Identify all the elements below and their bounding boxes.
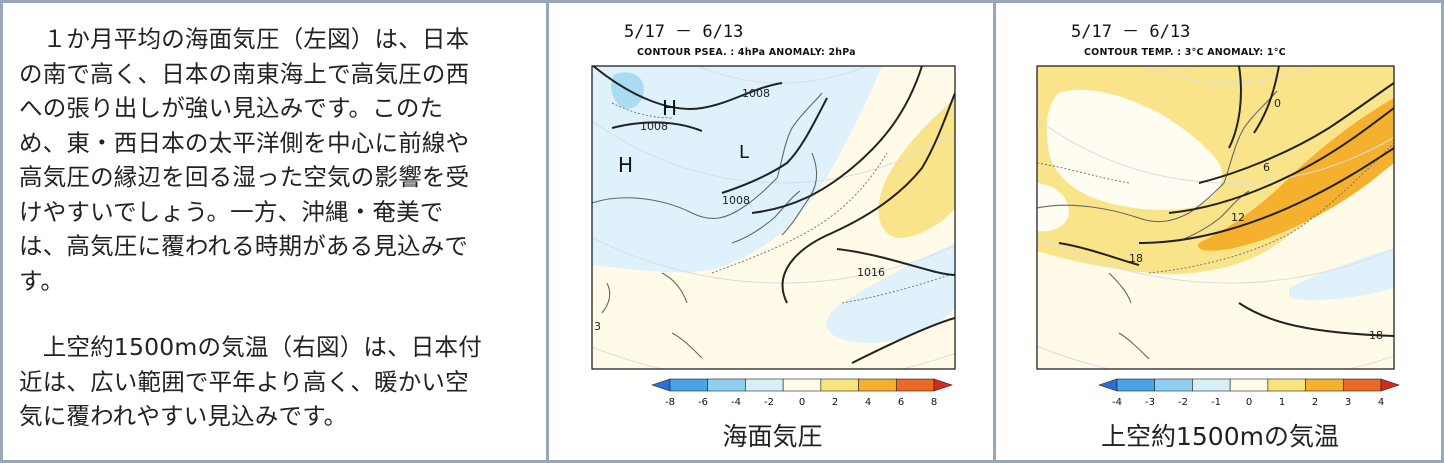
- temperature-colorbar-box: [1305, 378, 1344, 392]
- isotherm-label-0: 0: [1274, 97, 1281, 110]
- pressure-colorbar-box: [669, 378, 709, 392]
- pressure-colorbar-tick-label: 8: [931, 397, 937, 408]
- temperature-colorbar-tick-label: 0: [1246, 397, 1252, 408]
- text-line: けやすいでしょう。一方、沖縄・奄美で: [19, 197, 444, 226]
- temperature-map-cell: 5/17 － 6/13 CONTOUR TEMP. : 3°C ANOMALY:…: [999, 3, 1441, 460]
- temperature-colorbar-tick-label: -1: [1211, 397, 1221, 408]
- pressure-colorbar-tick-label: -6: [698, 397, 708, 408]
- isobar-label-3: 3: [594, 320, 601, 333]
- map-period: 5/17 － 6/13: [1071, 22, 1191, 42]
- pressure-colorbar-box: [895, 378, 935, 392]
- map-contour-info: CONTOUR PSEA. : 4hPa ANOMALY: 2hPa: [637, 47, 856, 58]
- text-line: 気に覆われやすい見込みです。: [19, 402, 348, 430]
- isotherm-label-12: 12: [1231, 211, 1245, 224]
- text-line: め、東・西日本の太平洋側を中心に前線や: [19, 128, 470, 157]
- isobar-label-1008: 1008: [722, 194, 750, 207]
- text-line: 上空約1500mの気温（右図）は、日本付: [19, 333, 482, 361]
- temperature-colorbar-tick-label: 3: [1345, 397, 1351, 408]
- isobar-label-1008: 1008: [640, 120, 668, 133]
- explanation-cell: １か月平均の海面気圧（左図）は、日本 の南で高く、日本の南東海上で高気圧の西 へ…: [3, 3, 549, 460]
- pressure-colorbar-box: [707, 378, 746, 392]
- temperature-colorbar-tick-label: -3: [1145, 397, 1155, 408]
- temperature-colorbar-tick-label: 4: [1378, 397, 1384, 408]
- text-line: への張り出しが強い見込みです。このた: [19, 94, 444, 122]
- temperature-paragraph: 上空約1500mの気温（右図）は、日本付 近は、広い範囲で平年より高く、暖かい空…: [19, 330, 539, 434]
- temperature-colorbar-tick-label: -2: [1178, 397, 1188, 408]
- sea-level-pressure-paragraph: １か月平均の海面気圧（左図）は、日本 の南で高く、日本の南東海上で高気圧の西 へ…: [19, 22, 539, 298]
- pressure-colorbar-tick-label: -4: [731, 397, 741, 408]
- map-caption: 上空約1500mの気温: [1101, 422, 1339, 451]
- temperature-colorbar-box: [1192, 378, 1231, 392]
- pressure-colorbar-box: [858, 378, 897, 392]
- map-period: 5/17 － 6/13: [624, 22, 744, 42]
- isotherm-label-18: 18: [1129, 252, 1143, 265]
- low-pressure-label: L: [739, 142, 749, 163]
- temperature-colorbar-tick-label: 1: [1279, 397, 1285, 408]
- isobar-label-1008: 1008: [742, 87, 770, 100]
- pressure-colorbar-tick-label: 6: [898, 397, 904, 408]
- text-line: の南で高く、日本の南東海上で高気圧の西: [19, 59, 470, 88]
- isobar-label-1016: 1016: [857, 266, 885, 279]
- temperature-colorbar-box: [1267, 378, 1306, 392]
- isotherm-label-18: 18: [1369, 329, 1383, 342]
- map-contour-info: CONTOUR TEMP. : 3°C ANOMALY: 1°C: [1084, 47, 1286, 58]
- temperature-colorbar-box: [1116, 378, 1156, 392]
- text-line: は、高気圧に覆われる時期がある見込みで: [19, 232, 469, 260]
- temperature-colorbar-box: [1342, 378, 1382, 392]
- high-pressure-label: H: [618, 153, 633, 177]
- map-caption: 海面気圧: [722, 422, 823, 451]
- pressure-colorbar-box: [782, 378, 822, 392]
- text-line: 高気圧の縁辺を回る湿った空気の影響を受: [19, 163, 470, 191]
- temperature-map: 6 12 18 18 0 -4 -3 -2 -1 0 1 2 3 4: [1036, 65, 1400, 408]
- pressure-colorbar: -8 -6 -4 -2 0 2 4 6 8: [651, 378, 953, 408]
- temperature-colorbar-box: [1154, 378, 1193, 392]
- temperature-colorbar-box: [1229, 378, 1269, 392]
- sea-level-pressure-map: 1008 1008 1008 1016 3 H H L -8 -6 -4 -2 0 2 4 6…: [591, 65, 956, 408]
- pressure-colorbar-tick-label: 2: [832, 397, 838, 408]
- pressure-colorbar-box: [820, 378, 859, 392]
- high-pressure-label: H: [662, 96, 677, 120]
- isotherm-label-6: 6: [1263, 161, 1270, 174]
- text-line: １か月平均の海面気圧（左図）は、日本: [19, 25, 470, 53]
- pressure-colorbar-tick-label: 0: [799, 397, 805, 408]
- temperature-colorbar-tick-label: -4: [1112, 397, 1122, 408]
- pressure-colorbar-box: [745, 378, 784, 392]
- pressure-colorbar-tick-label: -8: [665, 397, 675, 408]
- text-line: す。: [19, 266, 65, 295]
- pressure-colorbar-tick-label: 4: [865, 397, 871, 408]
- text-line: 近は、広い範囲で平年より高く、暖かい空: [19, 367, 469, 396]
- pressure-colorbar-tick-label: -2: [764, 397, 774, 408]
- sea-level-pressure-map-cell: 5/17 － 6/13 CONTOUR PSEA. : 4hPa ANOMALY…: [552, 3, 996, 460]
- temperature-colorbar: -4 -3 -2 -1 0 1 2 3 4: [1098, 378, 1400, 408]
- temperature-colorbar-tick-label: 2: [1312, 397, 1318, 408]
